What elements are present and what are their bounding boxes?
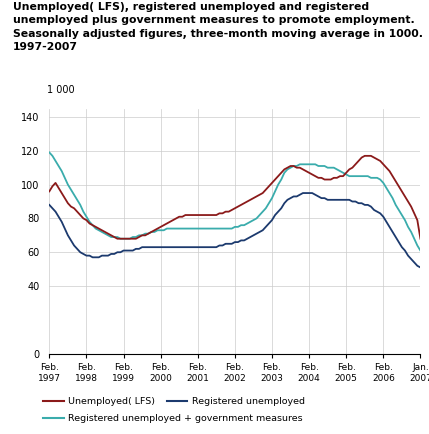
Registered unemployed + government measures xyxy=(133,234,139,240)
Unemployed( LFS) xyxy=(300,167,305,172)
Unemployed( LFS) xyxy=(362,153,367,158)
Registered unemployed xyxy=(297,192,302,197)
Registered unemployed xyxy=(84,253,89,258)
Line: Registered unemployed + government measures: Registered unemployed + government measu… xyxy=(49,152,420,250)
Line: Unemployed( LFS): Unemployed( LFS) xyxy=(49,156,420,239)
Registered unemployed + government measures xyxy=(297,162,302,167)
Registered unemployed xyxy=(133,246,139,251)
Unemployed( LFS) xyxy=(136,234,142,240)
Unemployed( LFS) xyxy=(84,217,89,223)
Unemployed( LFS) xyxy=(282,167,287,172)
Registered unemployed xyxy=(279,206,284,211)
Unemployed( LFS) xyxy=(399,189,405,194)
Registered unemployed + government measures xyxy=(393,202,398,207)
Registered unemployed + government measures xyxy=(418,248,423,253)
Registered unemployed xyxy=(396,240,402,245)
Registered unemployed xyxy=(47,202,52,207)
Unemployed( LFS) xyxy=(115,236,120,241)
Unemployed( LFS) xyxy=(418,236,423,241)
Text: 1 000: 1 000 xyxy=(48,85,75,95)
Registered unemployed + government measures xyxy=(47,150,52,155)
Legend: Unemployed( LFS), Registered unemployed: Unemployed( LFS), Registered unemployed xyxy=(39,393,309,410)
Legend: Registered unemployed + government measures: Registered unemployed + government measu… xyxy=(39,411,307,427)
Text: Unemployed( LFS), registered unemployed and registered
unemployed plus governmen: Unemployed( LFS), registered unemployed … xyxy=(13,2,423,52)
Line: Registered unemployed: Registered unemployed xyxy=(49,193,420,267)
Registered unemployed + government measures xyxy=(205,226,210,231)
Registered unemployed + government measures xyxy=(279,177,284,182)
Registered unemployed xyxy=(205,245,210,250)
Registered unemployed xyxy=(418,265,423,270)
Unemployed( LFS) xyxy=(47,189,52,194)
Registered unemployed xyxy=(300,191,305,196)
Unemployed( LFS) xyxy=(208,212,213,217)
Registered unemployed + government measures xyxy=(84,214,89,219)
